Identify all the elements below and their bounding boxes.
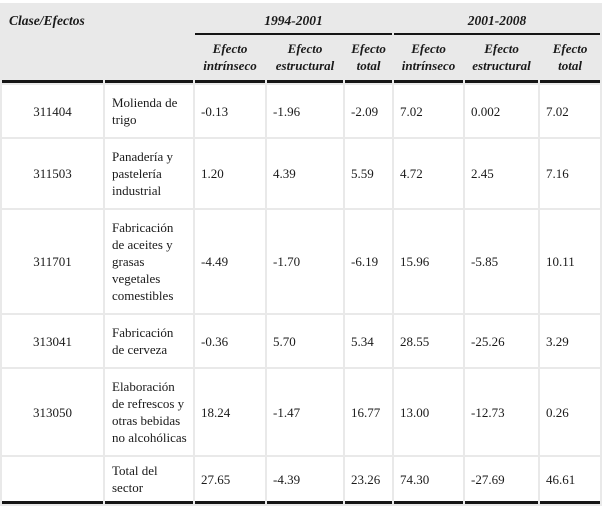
value-cell: 10.11 bbox=[540, 210, 601, 313]
class-code-cell bbox=[2, 457, 103, 504]
activity-name-cell: Panadería y pastelería industrial bbox=[105, 139, 193, 208]
value-cell: 4.39 bbox=[267, 139, 343, 208]
value-cell: 5.70 bbox=[267, 315, 343, 367]
effect-header-estructural-2: Efecto estructural bbox=[465, 37, 539, 83]
value-cell: -5.85 bbox=[465, 210, 539, 313]
effects-table: Clase/Efectos 1994-2001 2001-2008 Efecto… bbox=[0, 3, 602, 506]
effect-header-total-1: Efecto total bbox=[345, 37, 393, 83]
table-row: 311404 Molienda de trigo -0.13 -1.96 -2.… bbox=[2, 85, 601, 137]
value-cell: -4.49 bbox=[195, 210, 265, 313]
period-header-1994-2001: 1994-2001 bbox=[195, 5, 393, 35]
period-header-row: Clase/Efectos 1994-2001 2001-2008 bbox=[2, 5, 601, 35]
value-cell: -0.13 bbox=[195, 85, 265, 137]
value-cell: 7.16 bbox=[540, 139, 601, 208]
table-row: 311503 Panadería y pastelería industrial… bbox=[2, 139, 601, 208]
value-cell: -2.09 bbox=[345, 85, 393, 137]
value-cell: 5.34 bbox=[345, 315, 393, 367]
value-cell: 13.00 bbox=[394, 369, 464, 455]
table-row: 311701 Fabricación de aceites y grasas v… bbox=[2, 210, 601, 313]
value-cell: 28.55 bbox=[394, 315, 464, 367]
activity-name-cell: Total del sector bbox=[105, 457, 193, 504]
value-cell: 3.29 bbox=[540, 315, 601, 367]
blank-header-cell bbox=[105, 37, 193, 83]
value-cell: 23.26 bbox=[345, 457, 393, 504]
value-cell: -12.73 bbox=[465, 369, 539, 455]
value-cell: -1.96 bbox=[267, 85, 343, 137]
effect-header-total-2: Efecto total bbox=[540, 37, 601, 83]
value-cell: -4.39 bbox=[267, 457, 343, 504]
corner-header: Clase/Efectos bbox=[2, 5, 193, 35]
activity-name-cell: Fabricación de cerveza bbox=[105, 315, 193, 367]
table-row: 313050 Elaboración de refrescos y otras … bbox=[2, 369, 601, 455]
value-cell: 0.002 bbox=[465, 85, 539, 137]
table-row: 313041 Fabricación de cerveza -0.36 5.70… bbox=[2, 315, 601, 367]
value-cell: 0.26 bbox=[540, 369, 601, 455]
value-cell: 27.65 bbox=[195, 457, 265, 504]
value-cell: -1.47 bbox=[267, 369, 343, 455]
value-cell: -27.69 bbox=[465, 457, 539, 504]
value-cell: -6.19 bbox=[345, 210, 393, 313]
class-code-cell: 313041 bbox=[2, 315, 103, 367]
effect-header-intrinseco-1: Efecto intrínseco bbox=[195, 37, 265, 83]
value-cell: 7.02 bbox=[540, 85, 601, 137]
value-cell: 7.02 bbox=[394, 85, 464, 137]
value-cell: 1.20 bbox=[195, 139, 265, 208]
value-cell: 46.61 bbox=[540, 457, 601, 504]
class-code-cell: 313050 bbox=[2, 369, 103, 455]
value-cell: 2.45 bbox=[465, 139, 539, 208]
class-code-cell: 311404 bbox=[2, 85, 103, 137]
activity-name-cell: Molienda de trigo bbox=[105, 85, 193, 137]
value-cell: -25.26 bbox=[465, 315, 539, 367]
table-row-total: Total del sector 27.65 -4.39 23.26 74.30… bbox=[2, 457, 601, 504]
period-header-2001-2008: 2001-2008 bbox=[394, 5, 601, 35]
value-cell: 16.77 bbox=[345, 369, 393, 455]
class-code-cell: 311503 bbox=[2, 139, 103, 208]
effect-header-intrinseco-2: Efecto intrínseco bbox=[394, 37, 464, 83]
value-cell: -1.70 bbox=[267, 210, 343, 313]
blank-header-cell bbox=[2, 37, 103, 83]
effect-header-estructural-1: Efecto estructural bbox=[267, 37, 343, 83]
value-cell: 18.24 bbox=[195, 369, 265, 455]
value-cell: 4.72 bbox=[394, 139, 464, 208]
activity-name-cell: Elaboración de refrescos y otras bebidas… bbox=[105, 369, 193, 455]
activity-name-cell: Fabricación de aceites y grasas vegetale… bbox=[105, 210, 193, 313]
value-cell: 5.59 bbox=[345, 139, 393, 208]
value-cell: 15.96 bbox=[394, 210, 464, 313]
effect-header-row: Efecto intrínseco Efecto estructural Efe… bbox=[2, 37, 601, 83]
class-code-cell: 311701 bbox=[2, 210, 103, 313]
value-cell: -0.36 bbox=[195, 315, 265, 367]
value-cell: 74.30 bbox=[394, 457, 464, 504]
